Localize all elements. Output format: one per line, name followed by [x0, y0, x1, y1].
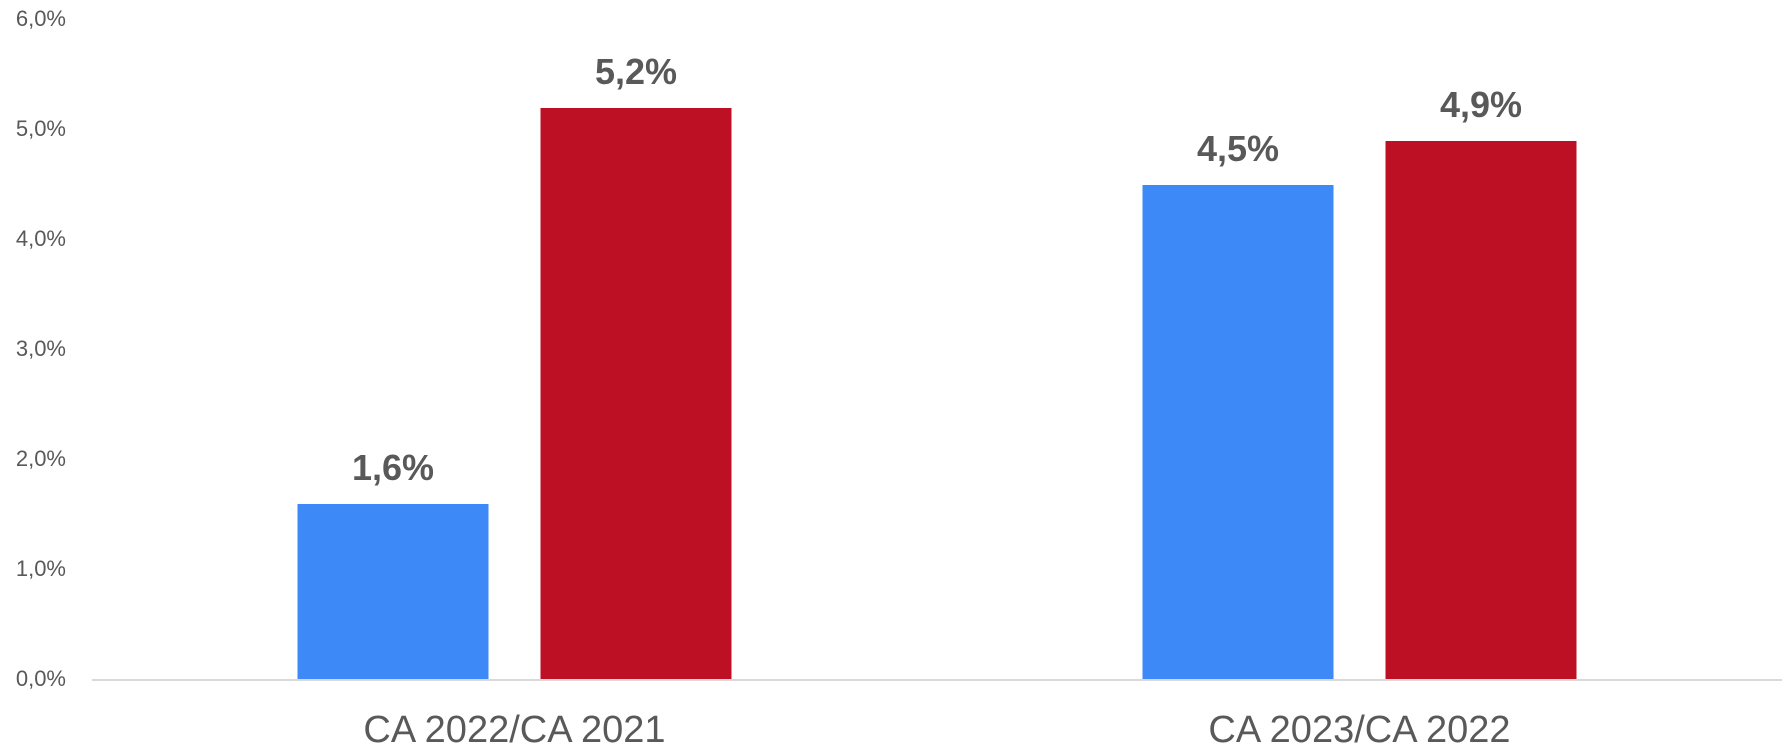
category-labels: CA 2022/CA 2021 CA 2023/CA 2022 [363, 709, 1510, 750]
y-tick-label: 5,0% [16, 116, 66, 141]
bar-value-label: 1,6% [352, 447, 434, 488]
bar-value-label: 4,9% [1440, 84, 1522, 125]
y-tick-label: 3,0% [16, 336, 66, 361]
bar [297, 504, 489, 680]
data-labels: 1,6% 5,2% 4,5% 4,9% [352, 51, 1522, 488]
bar [1385, 141, 1577, 680]
y-tick-label: 4,0% [16, 226, 66, 251]
bar-value-label: 5,2% [595, 51, 677, 92]
y-tick-label: 2,0% [16, 446, 66, 471]
y-tick-label: 1,0% [16, 556, 66, 581]
bar [540, 108, 732, 680]
bar [1142, 185, 1334, 680]
bars [297, 108, 1577, 680]
y-tick-label: 0,0% [16, 666, 66, 691]
y-axis-ticks: 0,0% 1,0% 2,0% 3,0% 4,0% 5,0% 6,0% [16, 6, 66, 691]
bar-value-label: 4,5% [1197, 128, 1279, 169]
category-label: CA 2022/CA 2021 [363, 709, 665, 750]
y-tick-label: 6,0% [16, 6, 66, 31]
category-label: CA 2023/CA 2022 [1208, 709, 1510, 750]
